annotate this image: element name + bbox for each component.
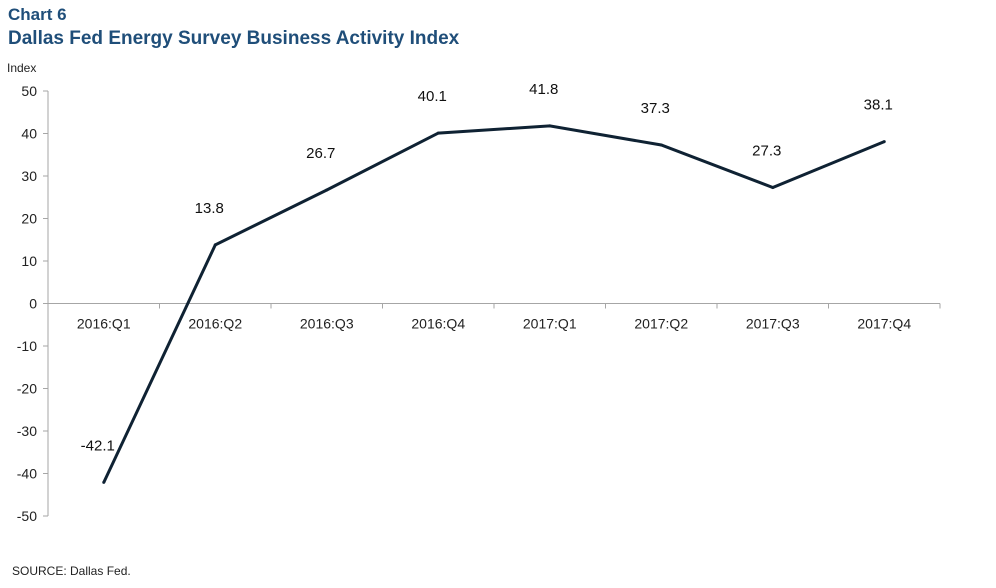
y-tick-label: 30 [21, 168, 37, 184]
x-tick-label: 2016:Q1 [77, 316, 131, 332]
y-tick-label: -50 [17, 508, 37, 524]
data-label: 13.8 [195, 200, 224, 217]
y-axis-ticks: 50 40 30 20 10 0 -10 -20 -30 -40 -50 [17, 83, 48, 524]
data-point [436, 131, 440, 135]
y-tick-label: 0 [29, 296, 37, 312]
y-tick-label: -40 [17, 466, 37, 482]
x-tick-label: 2016:Q3 [300, 316, 354, 332]
data-label: 37.3 [641, 100, 670, 117]
y-tick-label: -30 [17, 423, 37, 439]
source-note: SOURCE: Dallas Fed. [12, 564, 131, 578]
y-tick-label: 50 [21, 83, 37, 99]
data-point [771, 185, 775, 189]
y-tick-label: -10 [17, 338, 37, 354]
data-point [213, 243, 217, 247]
x-tick-label: 2017:Q3 [746, 316, 800, 332]
series [102, 124, 886, 484]
x-tick-label: 2017:Q2 [634, 316, 688, 332]
data-point [548, 124, 552, 128]
y-tick-label: -20 [17, 381, 37, 397]
data-label: 41.8 [529, 81, 558, 98]
data-label: 38.1 [864, 97, 893, 114]
x-tick-label: 2016:Q2 [188, 316, 242, 332]
x-tick-label: 2017:Q1 [523, 316, 577, 332]
data-point [882, 140, 886, 144]
y-axis-label: Index [7, 61, 36, 75]
data-label: 27.3 [752, 142, 781, 159]
chart-title: Dallas Fed Energy Survey Business Activi… [8, 28, 460, 49]
series-line [102, 124, 885, 484]
data-label: -42.1 [81, 437, 115, 454]
data-point [325, 188, 329, 192]
y-tick-label: 20 [21, 211, 37, 227]
data-labels: -42.1 13.8 26.7 40.1 41.8 37.3 27.3 38.1 [81, 81, 893, 455]
x-tick-label: 2017:Q4 [857, 316, 911, 332]
y-tick-label: 10 [21, 253, 37, 269]
x-tick-label: 2016:Q4 [411, 316, 465, 332]
chart-label: Chart 6 [8, 5, 67, 24]
data-label: 40.1 [418, 88, 447, 105]
y-tick-label: 40 [21, 126, 37, 142]
data-point [659, 143, 663, 147]
data-point [102, 480, 106, 484]
x-axis-ticks: 2016:Q1 2016:Q2 2016:Q3 2016:Q4 2017:Q1 2017:… [47, 303, 941, 332]
data-label: 26.7 [306, 145, 335, 162]
